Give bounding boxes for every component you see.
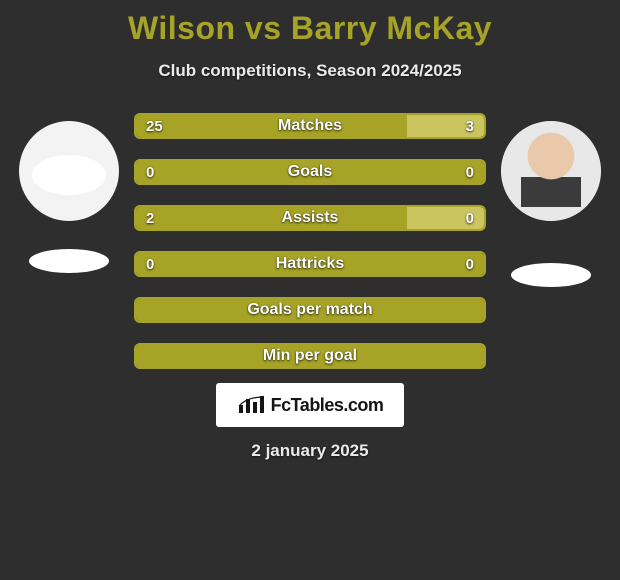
metric-bar-left-segment <box>136 345 484 367</box>
player-right-avatar <box>501 121 601 221</box>
metric-bar: Goals per match <box>134 297 486 323</box>
metric-bar: Matches253 <box>134 113 486 139</box>
metrics-bars: Matches253 Goals00 Assists20 Hattricks00 Goa… <box>130 113 490 369</box>
bars-icon <box>237 395 265 415</box>
main-row: Matches253 Goals00 Assists20 Hattricks00 Goa… <box>0 113 620 369</box>
attribution-text: FcTables.com <box>271 395 384 416</box>
metric-bar-right-segment <box>407 207 484 229</box>
metric-bar: Assists20 <box>134 205 486 231</box>
comparison-card: Wilson vs Barry McKay Club competitions,… <box>0 0 620 461</box>
player-left-column <box>8 113 130 273</box>
player-right-column <box>490 113 612 287</box>
metric-bar: Hattricks00 <box>134 251 486 277</box>
metric-bar: Min per goal <box>134 343 486 369</box>
footer-date: 2 january 2025 <box>0 441 620 461</box>
player-left-avatar <box>19 121 119 221</box>
metric-bar-left-segment <box>136 161 484 183</box>
metric-bar-right-segment <box>407 115 484 137</box>
subtitle: Club competitions, Season 2024/2025 <box>0 61 620 81</box>
metric-bar-left-segment <box>136 299 484 321</box>
metric-bar-left-segment <box>136 207 407 229</box>
metric-bar: Goals00 <box>134 159 486 185</box>
metric-bar-left-segment <box>136 253 484 275</box>
metric-bar-left-segment <box>136 115 407 137</box>
attribution-logo: FcTables.com <box>216 383 404 427</box>
player-right-photo <box>501 121 601 221</box>
player-left-club-badge <box>29 249 109 273</box>
player-right-club-badge <box>511 263 591 287</box>
page-title: Wilson vs Barry McKay <box>0 10 620 47</box>
